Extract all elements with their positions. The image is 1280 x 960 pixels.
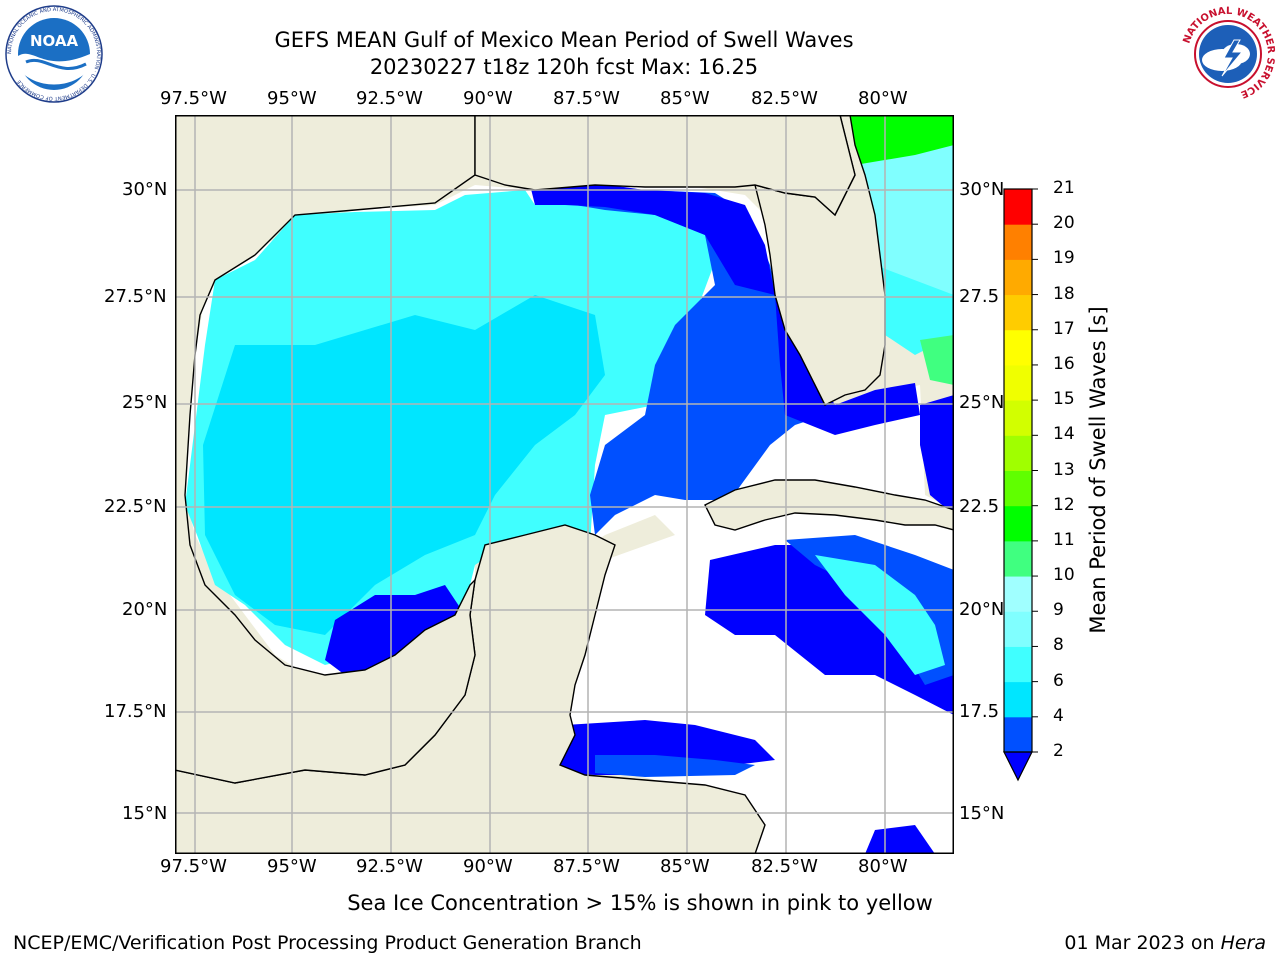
colorbar-bin — [1004, 259, 1032, 296]
graticule — [175, 115, 954, 854]
lat-tick-label: 25°N — [959, 392, 1005, 413]
colorbar-tick-label: 4 — [1053, 705, 1064, 726]
swell-honduras-blue — [595, 755, 755, 777]
lon-tick-label: 87.5°W — [553, 88, 620, 109]
colorbar-tick-label: 20 — [1053, 213, 1075, 234]
footer-right: 01 Mar 2023 on Hera — [1064, 932, 1266, 954]
footer-date: 01 Mar 2023 on — [1064, 932, 1221, 954]
colorbar-bin — [1004, 329, 1032, 366]
colorbar-tick-label: 6 — [1053, 670, 1064, 691]
lat-tick-label: 15°N — [122, 803, 168, 824]
colorbar-tick-label: 8 — [1053, 635, 1064, 656]
map-panel — [174, 114, 955, 855]
colorbar-svg — [1003, 188, 1038, 782]
colorbar-bin — [1004, 540, 1032, 577]
colorbar-bin — [1004, 189, 1032, 225]
colorbar-tick-label: 16 — [1053, 353, 1075, 374]
lon-tick-label: 87.5°W — [553, 856, 620, 877]
colorbar-tick-label: 9 — [1053, 600, 1064, 621]
lat-tick-label: 20°N — [122, 599, 168, 620]
lon-tick-label: 97.5°W — [160, 856, 227, 877]
lon-tick-label: 92.5°W — [356, 88, 423, 109]
colorbar-extend-triangle — [1003, 751, 1033, 782]
colorbar-bin — [1004, 364, 1032, 401]
lon-tick-label: 90°W — [463, 856, 513, 877]
lon-tick-label: 97.5°W — [160, 88, 227, 109]
lat-tick-label: 17.5 — [959, 701, 1000, 722]
lat-tick-label: 22.5°N — [104, 496, 167, 517]
lon-tick-label: 80°W — [858, 856, 908, 877]
colorbar-tick-label: 17 — [1053, 318, 1075, 339]
lon-tick-label: 95°W — [267, 88, 317, 109]
noaa-logo-text: NOAA — [30, 32, 79, 50]
colorbar-bin — [1004, 646, 1032, 683]
colorbar-bin — [1004, 435, 1032, 471]
colorbar-bin — [1004, 576, 1032, 612]
map-svg — [174, 114, 955, 855]
swell-cyan — [203, 295, 605, 635]
swell-atlantic-cyan — [875, 265, 954, 355]
swell-bahamas-green — [920, 335, 954, 385]
chart-subtitle: 20230227 t18z 120h fcst Max: 16.25 — [369, 55, 759, 79]
swell-carib-cyan — [815, 555, 945, 675]
colorbar-tick-label: 14 — [1053, 424, 1075, 445]
colorbar — [1000, 185, 1060, 785]
colorbar-bin — [1004, 400, 1032, 436]
footer-machine: Hera — [1220, 932, 1266, 954]
lat-tick-label: 25°N — [122, 392, 168, 413]
noaa-logo: NOAA NATIONAL OCEANIC AND ATMOSPHERIC AD… — [4, 4, 104, 104]
colorbar-tick-label: 21 — [1053, 178, 1075, 198]
colorbar-tick-label: 12 — [1053, 494, 1075, 515]
colorbar-bin — [1004, 224, 1032, 260]
lon-tick-label: 95°W — [267, 856, 317, 877]
lat-tick-label: 20°N — [959, 599, 1005, 620]
colorbar-tick-label: 15 — [1053, 389, 1075, 410]
lon-tick-label: 82.5°W — [751, 88, 818, 109]
colorbar-label: Mean Period of Swell Waves [s] — [1086, 306, 1110, 634]
mexico-land — [174, 114, 476, 784]
colorbar-bin — [1004, 505, 1032, 542]
lat-tick-label: 22.5 — [959, 496, 1000, 517]
colorbar-bin — [1004, 611, 1032, 647]
us-land — [474, 114, 856, 217]
colorbar-bin — [1004, 470, 1032, 507]
lon-tick-label: 92.5°W — [356, 856, 423, 877]
chart-title: GEFS MEAN Gulf of Mexico Mean Period of … — [274, 28, 854, 52]
swell-deepblue-sw — [865, 825, 935, 854]
swell-deepblue-straits — [920, 395, 954, 515]
colorbar-bin — [1004, 716, 1032, 753]
swell-deepblue-ne — [530, 180, 775, 295]
lon-tick-label: 85°W — [660, 856, 710, 877]
lat-tick-label: 15°N — [959, 803, 1005, 824]
lon-tick-label: 80°W — [858, 88, 908, 109]
nws-logo: NATIONAL WEATHER SERVICE — [1178, 4, 1278, 104]
colorbar-tick-label: 13 — [1053, 459, 1075, 480]
swell-deepblue-fl — [775, 295, 920, 435]
lat-tick-label: 30°N — [122, 179, 168, 200]
colorbar-tick-label: 19 — [1053, 248, 1075, 269]
cuba-land — [704, 479, 955, 531]
colorbar-tick-label: 2 — [1053, 741, 1064, 761]
map-frame — [175, 115, 954, 854]
lat-tick-label: 30°N — [959, 179, 1005, 200]
colorbar-tick-label: 10 — [1053, 565, 1075, 586]
lon-tick-label: 82.5°W — [751, 856, 818, 877]
lat-tick-label: 27.5 — [959, 286, 1000, 307]
colorbar-bin — [1004, 681, 1032, 718]
caption: Sea Ice Concentration > 15% is shown in … — [0, 891, 1280, 915]
footer-left: NCEP/EMC/Verification Post Processing Pr… — [13, 932, 642, 954]
lat-tick-label: 27.5°N — [104, 286, 167, 307]
colorbar-bin — [1004, 294, 1032, 331]
caption-text: Sea Ice Concentration > 15% is shown in … — [347, 891, 933, 915]
lon-tick-label: 90°W — [463, 88, 513, 109]
colorbar-tick-label: 11 — [1053, 529, 1075, 550]
lon-tick-label: 85°W — [660, 88, 710, 109]
colorbar-tick-label: 18 — [1053, 283, 1075, 304]
lat-tick-label: 17.5°N — [104, 701, 167, 722]
